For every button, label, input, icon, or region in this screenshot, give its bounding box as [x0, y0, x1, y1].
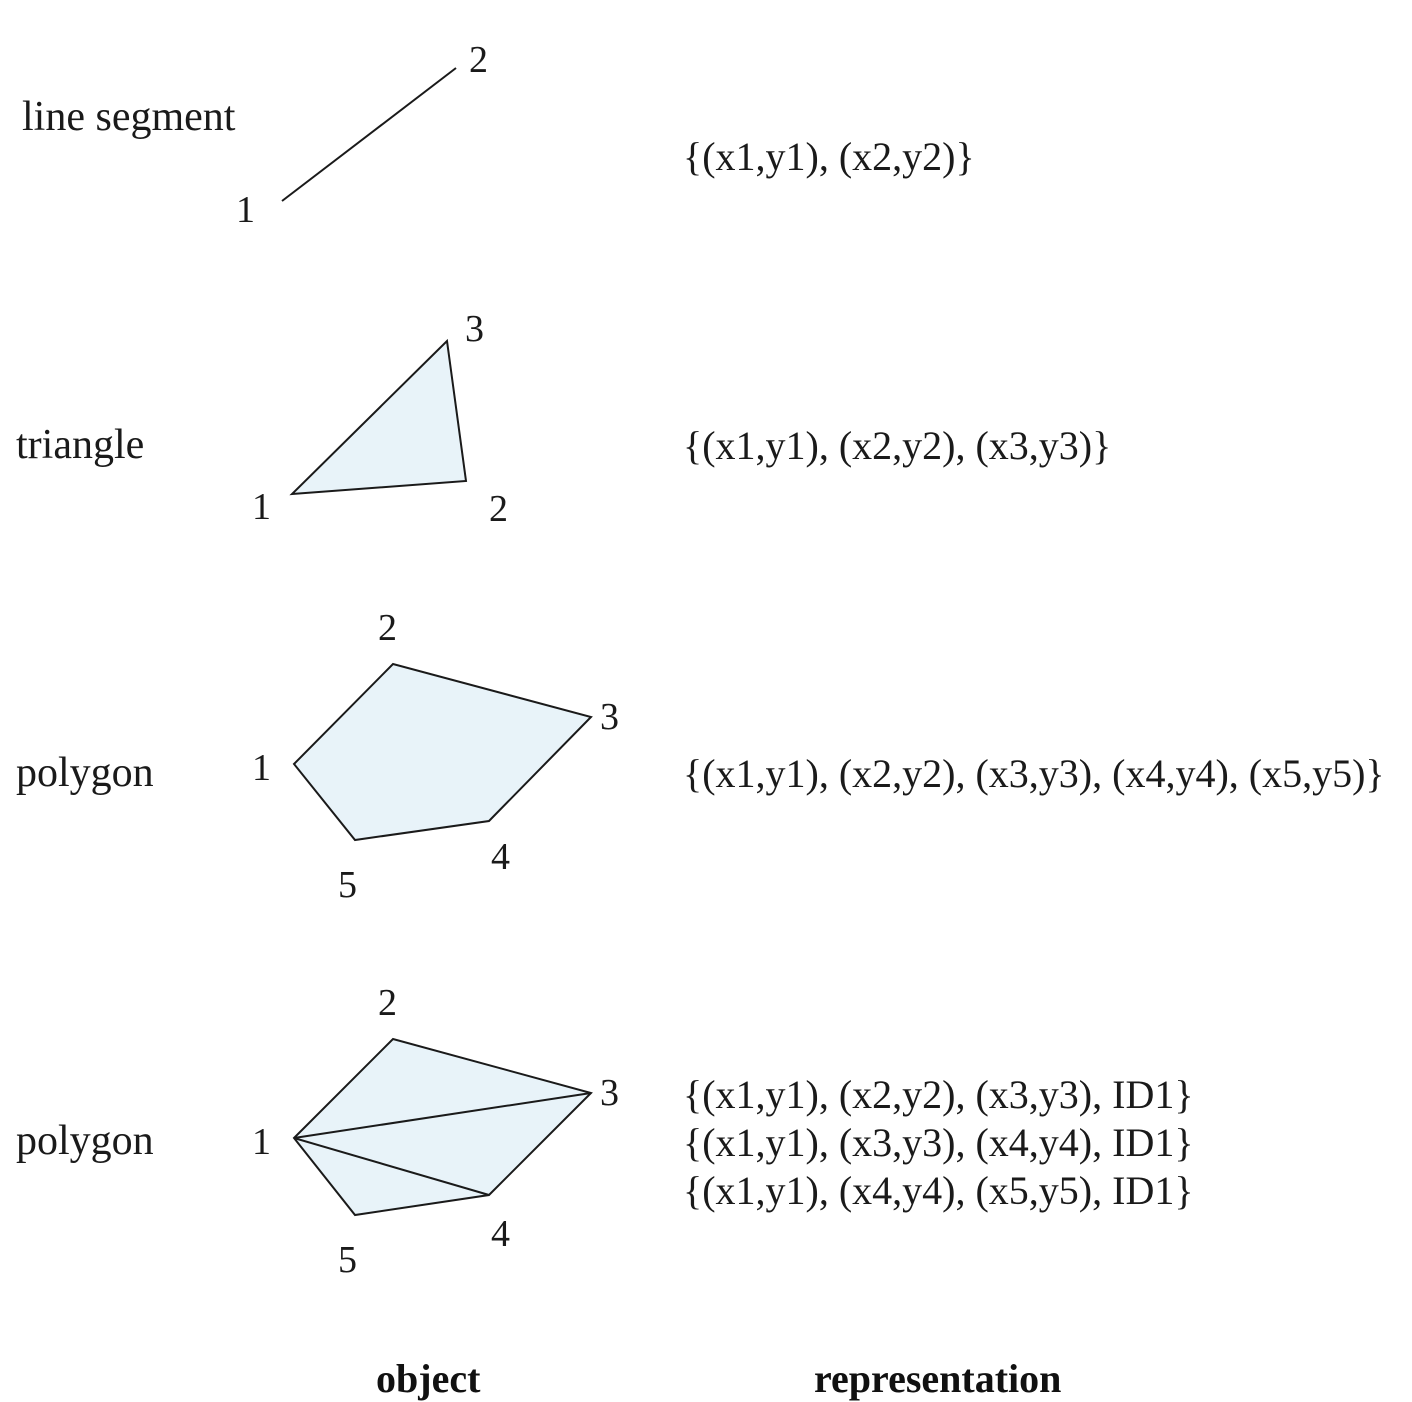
representation-triangle-2: {(x1,y1), (x3,y3), (x4,y4), ID1} — [683, 1120, 1194, 1165]
row-polygon: polygon 1 2 3 4 5 {(x1,y1), (x2,y2), (x3… — [16, 607, 1385, 906]
vertex-label-3: 3 — [600, 1072, 619, 1114]
column-headings: object representation — [376, 1356, 1061, 1401]
diagonal-1-4 — [293, 1137, 490, 1196]
diagonal-1-3 — [293, 1092, 592, 1139]
row-line-segment: line segment 1 2 {(x1,y1), (x2,y2)} — [22, 39, 975, 231]
representation-triangle-3: {(x1,y1), (x4,y4), (x5,y5), ID1} — [683, 1168, 1194, 1213]
vertex-label-1: 1 — [252, 486, 271, 528]
vertex-label-2: 2 — [489, 488, 508, 530]
triangle-shape — [289, 338, 468, 496]
vertex-label-1: 1 — [236, 189, 255, 231]
column-heading-representation: representation — [814, 1356, 1061, 1401]
object-label-polygon: polygon — [16, 1118, 154, 1164]
column-heading-object: object — [376, 1356, 481, 1401]
vertex-label-4: 4 — [491, 1213, 510, 1255]
vertex-label-2: 2 — [469, 39, 488, 81]
line-segment-shape — [281, 67, 457, 202]
row-triangle: triangle 1 2 3 {(x1,y1), (x2,y2), (x3,y3… — [16, 308, 1111, 530]
vertex-label-5: 5 — [338, 864, 357, 906]
vertex-label-5: 5 — [338, 1239, 357, 1281]
polygon-shape — [292, 662, 593, 842]
vertex-label-4: 4 — [491, 836, 510, 878]
vertex-label-3: 3 — [465, 308, 484, 350]
representation-triangle: {(x1,y1), (x2,y2), (x3,y3)} — [683, 423, 1111, 468]
object-label-triangle: triangle — [16, 422, 144, 468]
vertex-label-3: 3 — [600, 696, 619, 738]
row-polygon-triangulated: polygon 1 2 3 4 5 {(x1,y1), (x2,y2), (x3… — [16, 982, 1194, 1281]
triangulated-polygon-shape — [292, 1037, 593, 1217]
representation-line-segment: {(x1,y1), (x2,y2)} — [683, 134, 975, 179]
object-label-line-segment: line segment — [22, 94, 236, 140]
vertex-label-1: 1 — [252, 1121, 271, 1163]
representation-triangle-1: {(x1,y1), (x2,y2), (x3,y3), ID1} — [683, 1072, 1194, 1117]
vertex-label-2: 2 — [378, 607, 397, 649]
vertex-label-2: 2 — [378, 982, 397, 1024]
vertex-label-1: 1 — [252, 747, 271, 789]
representation-polygon: {(x1,y1), (x2,y2), (x3,y3), (x4,y4), (x5… — [683, 751, 1385, 796]
object-label-polygon: polygon — [16, 750, 154, 796]
